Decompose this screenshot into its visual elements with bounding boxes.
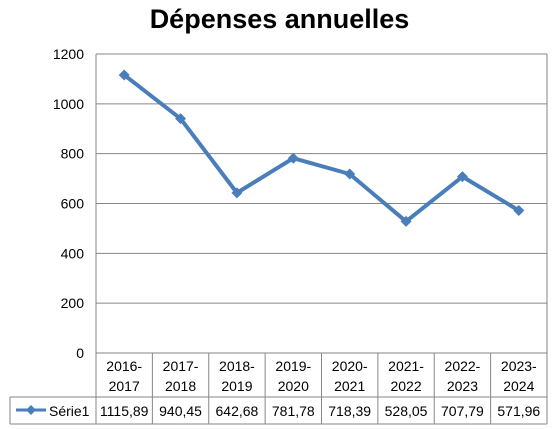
y-tick-label: 0 (76, 345, 84, 361)
legend-label: Série1 (49, 403, 90, 419)
data-table-value: 1115,89 (100, 403, 149, 419)
category-label: 2018 (165, 378, 196, 394)
category-label: 2024 (503, 378, 534, 394)
data-point-marker (175, 113, 187, 125)
data-table-value: 707,79 (441, 403, 484, 419)
y-tick-label: 1200 (53, 46, 84, 62)
category-label: 2019- (275, 358, 311, 374)
y-tick-label: 800 (61, 146, 85, 162)
data-point-marker (344, 168, 356, 180)
category-label: 2017- (163, 358, 199, 374)
y-tick-label: 200 (61, 295, 85, 311)
data-table-value: 781,78 (272, 403, 315, 419)
category-label: 2017 (109, 378, 140, 394)
data-table-value: 718,39 (328, 403, 371, 419)
category-label: 2023- (501, 358, 537, 374)
chart-title: Dépenses annuelles (149, 4, 410, 34)
data-table-value: 642,68 (216, 403, 259, 419)
y-tick-label: 1000 (53, 96, 84, 112)
data-table-value: 940,45 (159, 403, 202, 419)
category-label: 2022 (390, 378, 421, 394)
y-tick-label: 600 (61, 196, 85, 212)
category-label: 2019 (221, 378, 252, 394)
legend-marker (26, 405, 36, 415)
category-label: 2020 (278, 378, 309, 394)
series-line (122, 72, 521, 224)
data-point-marker (400, 215, 412, 227)
category-label: 2021 (334, 378, 365, 394)
data-point-marker (118, 69, 130, 81)
category-label: 2018- (219, 358, 255, 374)
data-point-marker (231, 187, 243, 199)
category-label: 2022- (445, 358, 481, 374)
category-label: 2023 (447, 378, 478, 394)
y-tick-label: 400 (61, 245, 85, 261)
category-label: 2016- (106, 358, 142, 374)
category-label: 2020- (332, 358, 368, 374)
data-point-marker (287, 152, 299, 164)
data-table-value: 528,05 (385, 403, 428, 419)
data-point-marker (456, 171, 468, 183)
category-label: 2021- (388, 358, 424, 374)
data-table-value: 571,96 (497, 403, 540, 419)
data-point-marker (513, 204, 525, 216)
